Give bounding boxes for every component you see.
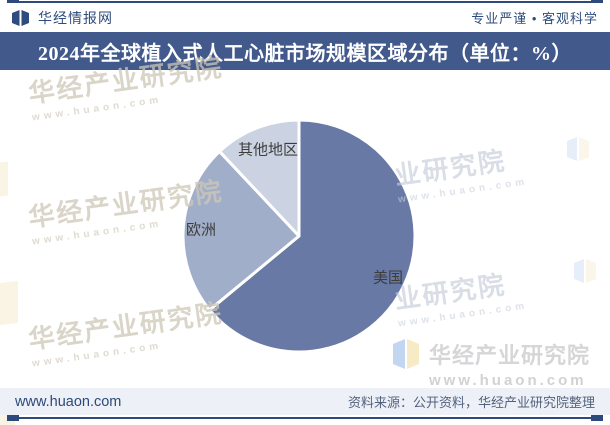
pie-label-other-regions: 其他地区 [237, 141, 299, 159]
page-title: 2024年全球植入式人工心脏市场规模区域分布（单位：%） [38, 42, 572, 65]
brand: 华经情报网 [10, 8, 113, 28]
bottom-border-cap-left [7, 415, 19, 421]
header-slogan: 专业严谨 • 客观科学 [471, 11, 598, 26]
footer-source-note: 资料来源：公开资料，华经产业研究院整理 [347, 395, 595, 410]
chart-area: 华经产业研究院 www.huaon.com 华经产业研究院 www.huaon.… [0, 52, 610, 425]
open-book-logo-icon [12, 9, 29, 26]
pie-label-usa: 美国 [372, 269, 404, 287]
watermark-logo-fragment [0, 281, 18, 325]
footer: www.huaon.com 资料来源：公开资料，华经产业研究院整理 [0, 388, 610, 415]
watermark-brand-text: 华经产业研究院 [429, 343, 591, 368]
watermark-url-text: www.huaon.com [429, 372, 587, 389]
pie-slice-other-regions [218, 118, 301, 238]
bottom-border-cap-right [591, 415, 603, 421]
title-bar: 2024年全球植入式人工心脏市场规模区域分布（单位：%） [0, 32, 610, 70]
footer-site-url: www.huaon.com [15, 393, 122, 410]
watermark-book-logo-icon [393, 339, 419, 369]
header: 华经情报网 专业严谨 • 客观科学 [0, 3, 610, 32]
pie-slice-europe [181, 149, 301, 312]
pie-chart [181, 118, 417, 354]
bottom-border-line [7, 417, 603, 419]
watermark-book-icon [574, 259, 596, 283]
watermark-bottom-right: 华经产业研究院 www.huaon.com [392, 338, 590, 389]
top-border-line [7, 1, 603, 3]
watermark-logo-fragment [0, 161, 8, 197]
brand-name: 华经情报网 [38, 9, 113, 26]
watermark-book-icon [567, 137, 589, 161]
pie-label-europe: 欧洲 [185, 221, 217, 239]
pie-slice-usa [208, 118, 417, 354]
